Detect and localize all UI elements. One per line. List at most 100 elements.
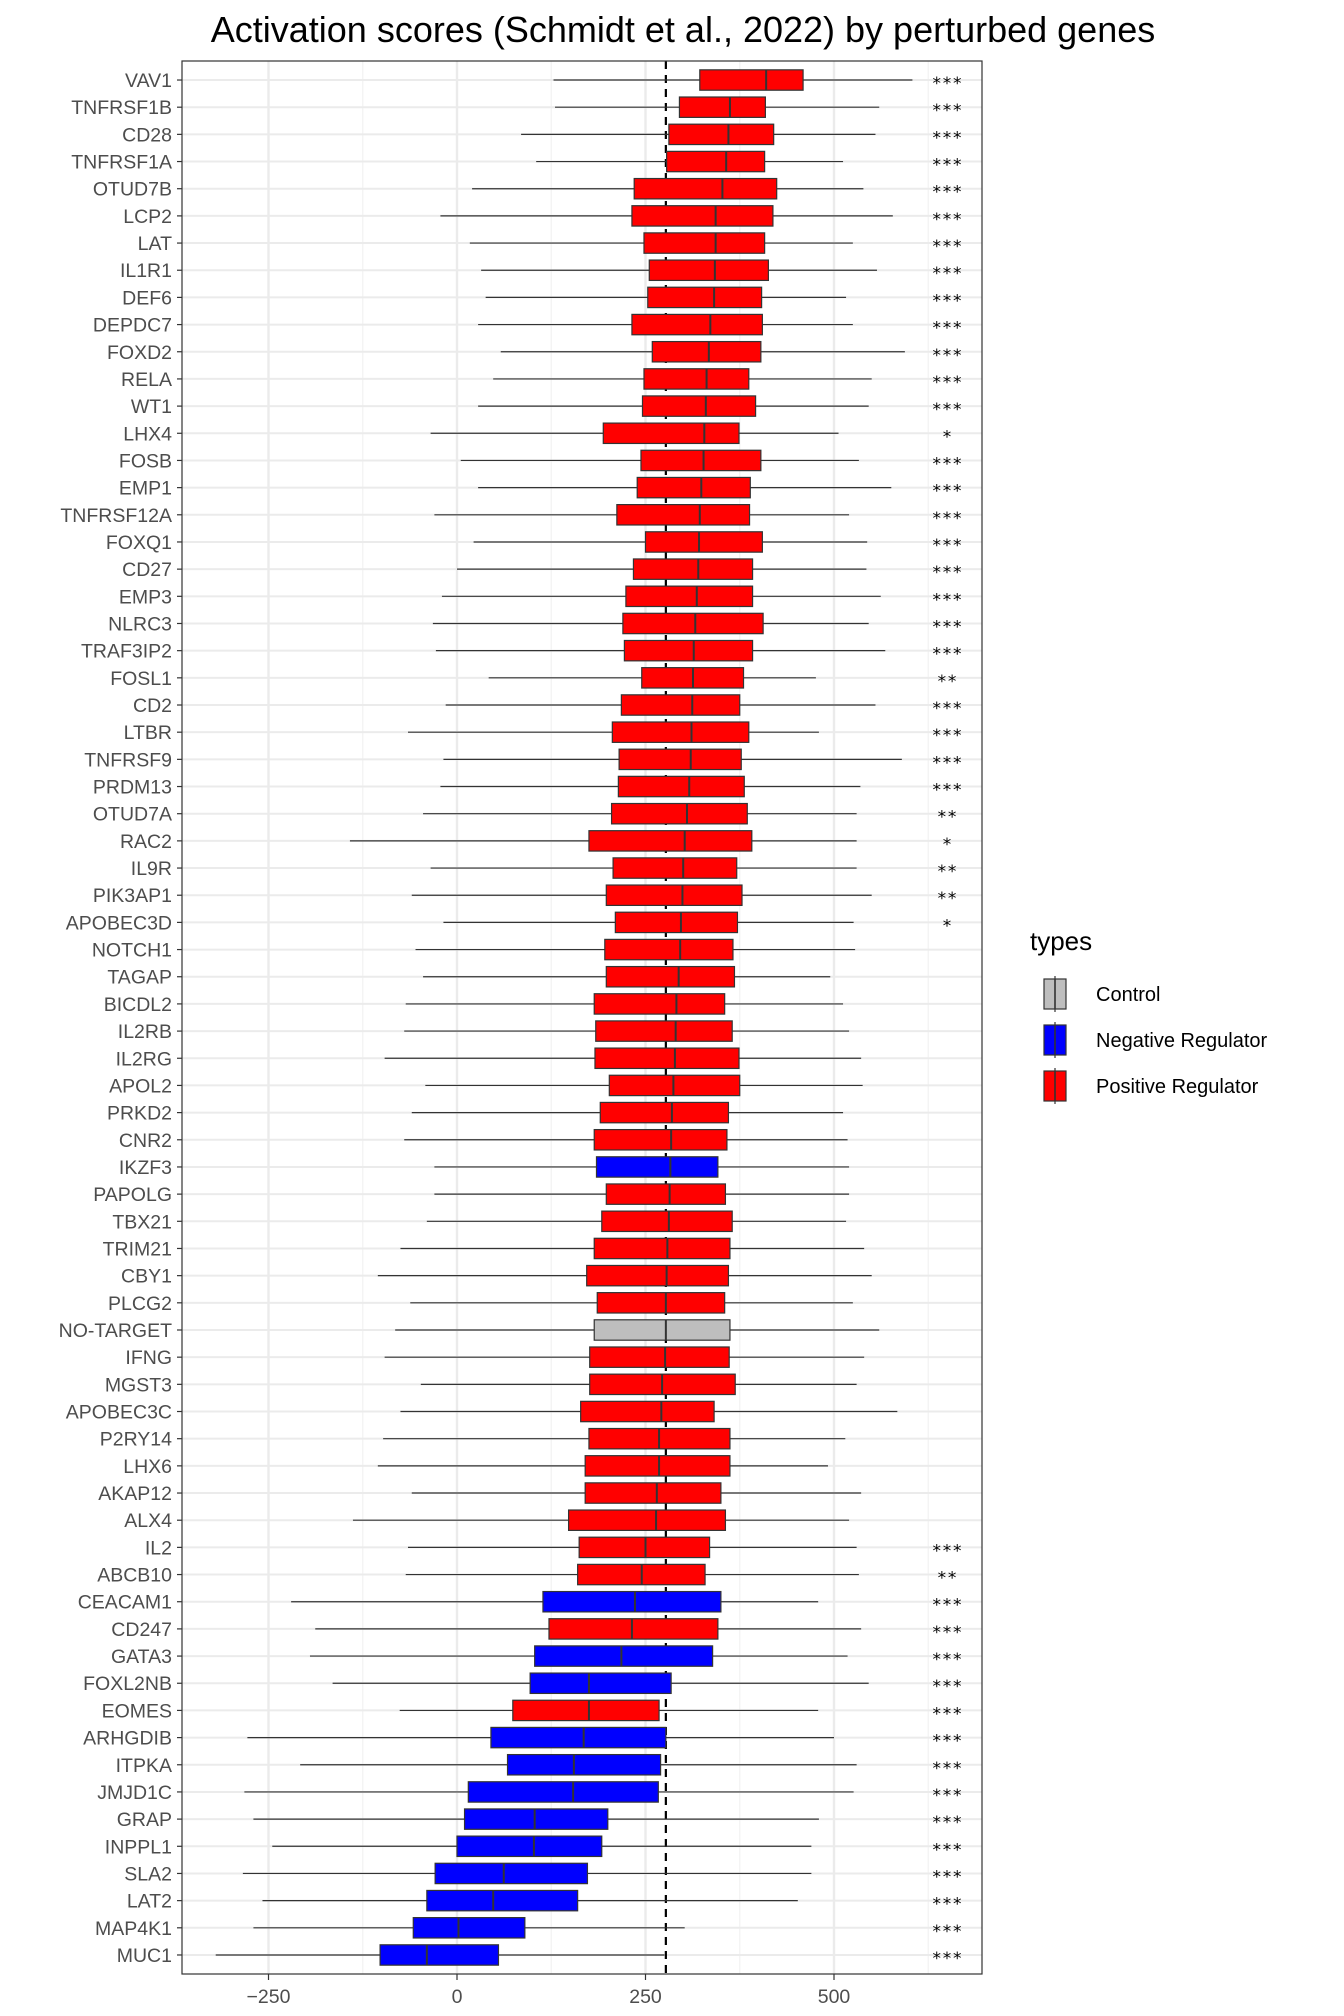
box-notch1 bbox=[415, 938, 856, 961]
significance-cd247: *** bbox=[932, 1623, 963, 1643]
iqr-box bbox=[567, 1509, 727, 1531]
box-papolg bbox=[434, 1183, 850, 1205]
significance-rac2: * bbox=[942, 835, 952, 855]
iqr-box bbox=[631, 313, 763, 336]
iqr-box bbox=[617, 775, 745, 798]
iqr-box bbox=[699, 69, 804, 91]
box-lat2 bbox=[262, 1889, 798, 1912]
iqr-box bbox=[595, 1156, 719, 1178]
y-label-no-target: NO-TARGET bbox=[59, 1320, 172, 1342]
significance-foxq1: *** bbox=[932, 536, 963, 556]
iqr-box bbox=[593, 993, 726, 1015]
box-apol2 bbox=[425, 1074, 863, 1097]
iqr-box bbox=[641, 395, 757, 417]
iqr-box bbox=[599, 1101, 730, 1124]
y-label-il1r1: IL1R1 bbox=[120, 260, 172, 282]
significance-prdm13: *** bbox=[932, 781, 963, 801]
iqr-box bbox=[647, 286, 763, 309]
y-label-abcb10: ABCB10 bbox=[97, 1565, 172, 1587]
significance-vav1: *** bbox=[932, 74, 963, 94]
box-foxl2nb bbox=[332, 1672, 869, 1695]
iqr-box bbox=[463, 1808, 609, 1830]
iqr-box bbox=[604, 938, 734, 961]
box-emp1 bbox=[478, 476, 892, 499]
significance-nlrc3: *** bbox=[932, 617, 963, 637]
box-cd27 bbox=[457, 558, 867, 580]
box-lcp2 bbox=[440, 205, 893, 227]
iqr-box bbox=[605, 965, 736, 988]
y-label-pik3ap1: PIK3AP1 bbox=[93, 885, 172, 907]
significance-wt1: *** bbox=[932, 400, 963, 420]
significance-muc1: *** bbox=[932, 1949, 963, 1969]
significance-depdc7: *** bbox=[932, 319, 963, 339]
y-label-foxd2: FOXD2 bbox=[107, 342, 172, 364]
y-label-muc1: MUC1 bbox=[117, 1945, 172, 1967]
box-lhx4 bbox=[430, 422, 839, 445]
box-map4k1 bbox=[253, 1917, 685, 1939]
significance-traf3ip2: *** bbox=[932, 645, 963, 665]
iqr-box bbox=[594, 1047, 740, 1070]
significance-otud7a: ** bbox=[937, 808, 957, 828]
legend-item-positive-regulator: Positive Regulator bbox=[1043, 1068, 1259, 1104]
y-label-tnfrsf1a: TNFRSF1A bbox=[71, 152, 172, 174]
box-cnr2 bbox=[404, 1128, 848, 1151]
y-label-cd247: CD247 bbox=[111, 1619, 172, 1641]
box-muc1 bbox=[215, 1944, 665, 1966]
y-label-def6: DEF6 bbox=[122, 287, 172, 309]
significance-il2: *** bbox=[932, 1541, 963, 1561]
iqr-box bbox=[623, 639, 754, 662]
y-label-arhgdib: ARHGDIB bbox=[83, 1728, 172, 1750]
y-label-il9r: IL9R bbox=[131, 858, 172, 880]
box-fosl1 bbox=[488, 667, 816, 689]
iqr-box bbox=[593, 1128, 728, 1151]
iqr-box bbox=[426, 1889, 579, 1912]
y-label-plcg2: PLCG2 bbox=[108, 1293, 172, 1315]
box-cd2 bbox=[445, 694, 876, 716]
box-vav1 bbox=[553, 69, 913, 91]
iqr-box bbox=[625, 585, 754, 608]
y-label-ifng: IFNG bbox=[125, 1347, 172, 1369]
y-label-emp3: EMP3 bbox=[119, 586, 172, 608]
y-label-depdc7: DEPDC7 bbox=[93, 315, 172, 337]
y-label-otud7b: OTUD7B bbox=[93, 179, 172, 201]
significance-eomes: *** bbox=[932, 1704, 963, 1724]
box-mgst3 bbox=[420, 1373, 857, 1396]
box-prkd2 bbox=[411, 1101, 844, 1124]
y-label-map4k1: MAP4K1 bbox=[95, 1918, 172, 1940]
box-gata3 bbox=[309, 1645, 848, 1667]
iqr-box bbox=[648, 259, 770, 282]
y-label-papolg: PAPOLG bbox=[93, 1184, 172, 1206]
iqr-box bbox=[678, 96, 766, 118]
box-arhgdib bbox=[247, 1726, 834, 1749]
iqr-box bbox=[616, 504, 751, 526]
x-tick-label: 0 bbox=[452, 1986, 463, 2008]
y-label-jmjd1c: JMJD1C bbox=[97, 1782, 172, 1804]
y-label-rela: RELA bbox=[121, 369, 172, 391]
y-label-il2rb: IL2RB bbox=[118, 1021, 172, 1043]
significance-lcp2: *** bbox=[932, 210, 963, 230]
significance-il9r: ** bbox=[937, 862, 957, 882]
boxes-layer bbox=[215, 69, 913, 1966]
box-foxq1 bbox=[473, 531, 868, 553]
box-jmjd1c bbox=[244, 1781, 854, 1803]
iqr-box bbox=[529, 1672, 672, 1695]
y-label-apobec3d: APOBEC3D bbox=[66, 912, 172, 934]
significance-tnfrsf12a: *** bbox=[932, 509, 963, 529]
iqr-box bbox=[633, 177, 778, 200]
significance-il1r1: *** bbox=[932, 264, 963, 284]
y-label-inppl1: INPPL1 bbox=[105, 1836, 172, 1858]
iqr-box bbox=[593, 1319, 731, 1341]
box-fosb bbox=[460, 449, 859, 472]
iqr-box bbox=[586, 1264, 730, 1287]
y-label-fosl1: FOSL1 bbox=[110, 668, 172, 690]
y-label-gata3: GATA3 bbox=[111, 1646, 172, 1668]
legend-title: types bbox=[1030, 926, 1092, 956]
iqr-box bbox=[588, 830, 753, 852]
box-il1r1 bbox=[481, 259, 877, 282]
iqr-box bbox=[605, 884, 743, 907]
box-otud7b bbox=[472, 177, 864, 200]
y-label-bicdl2: BICDL2 bbox=[104, 994, 172, 1016]
box-prdm13 bbox=[440, 775, 861, 798]
box-bicdl2 bbox=[405, 993, 844, 1015]
box-sla2 bbox=[242, 1862, 812, 1885]
